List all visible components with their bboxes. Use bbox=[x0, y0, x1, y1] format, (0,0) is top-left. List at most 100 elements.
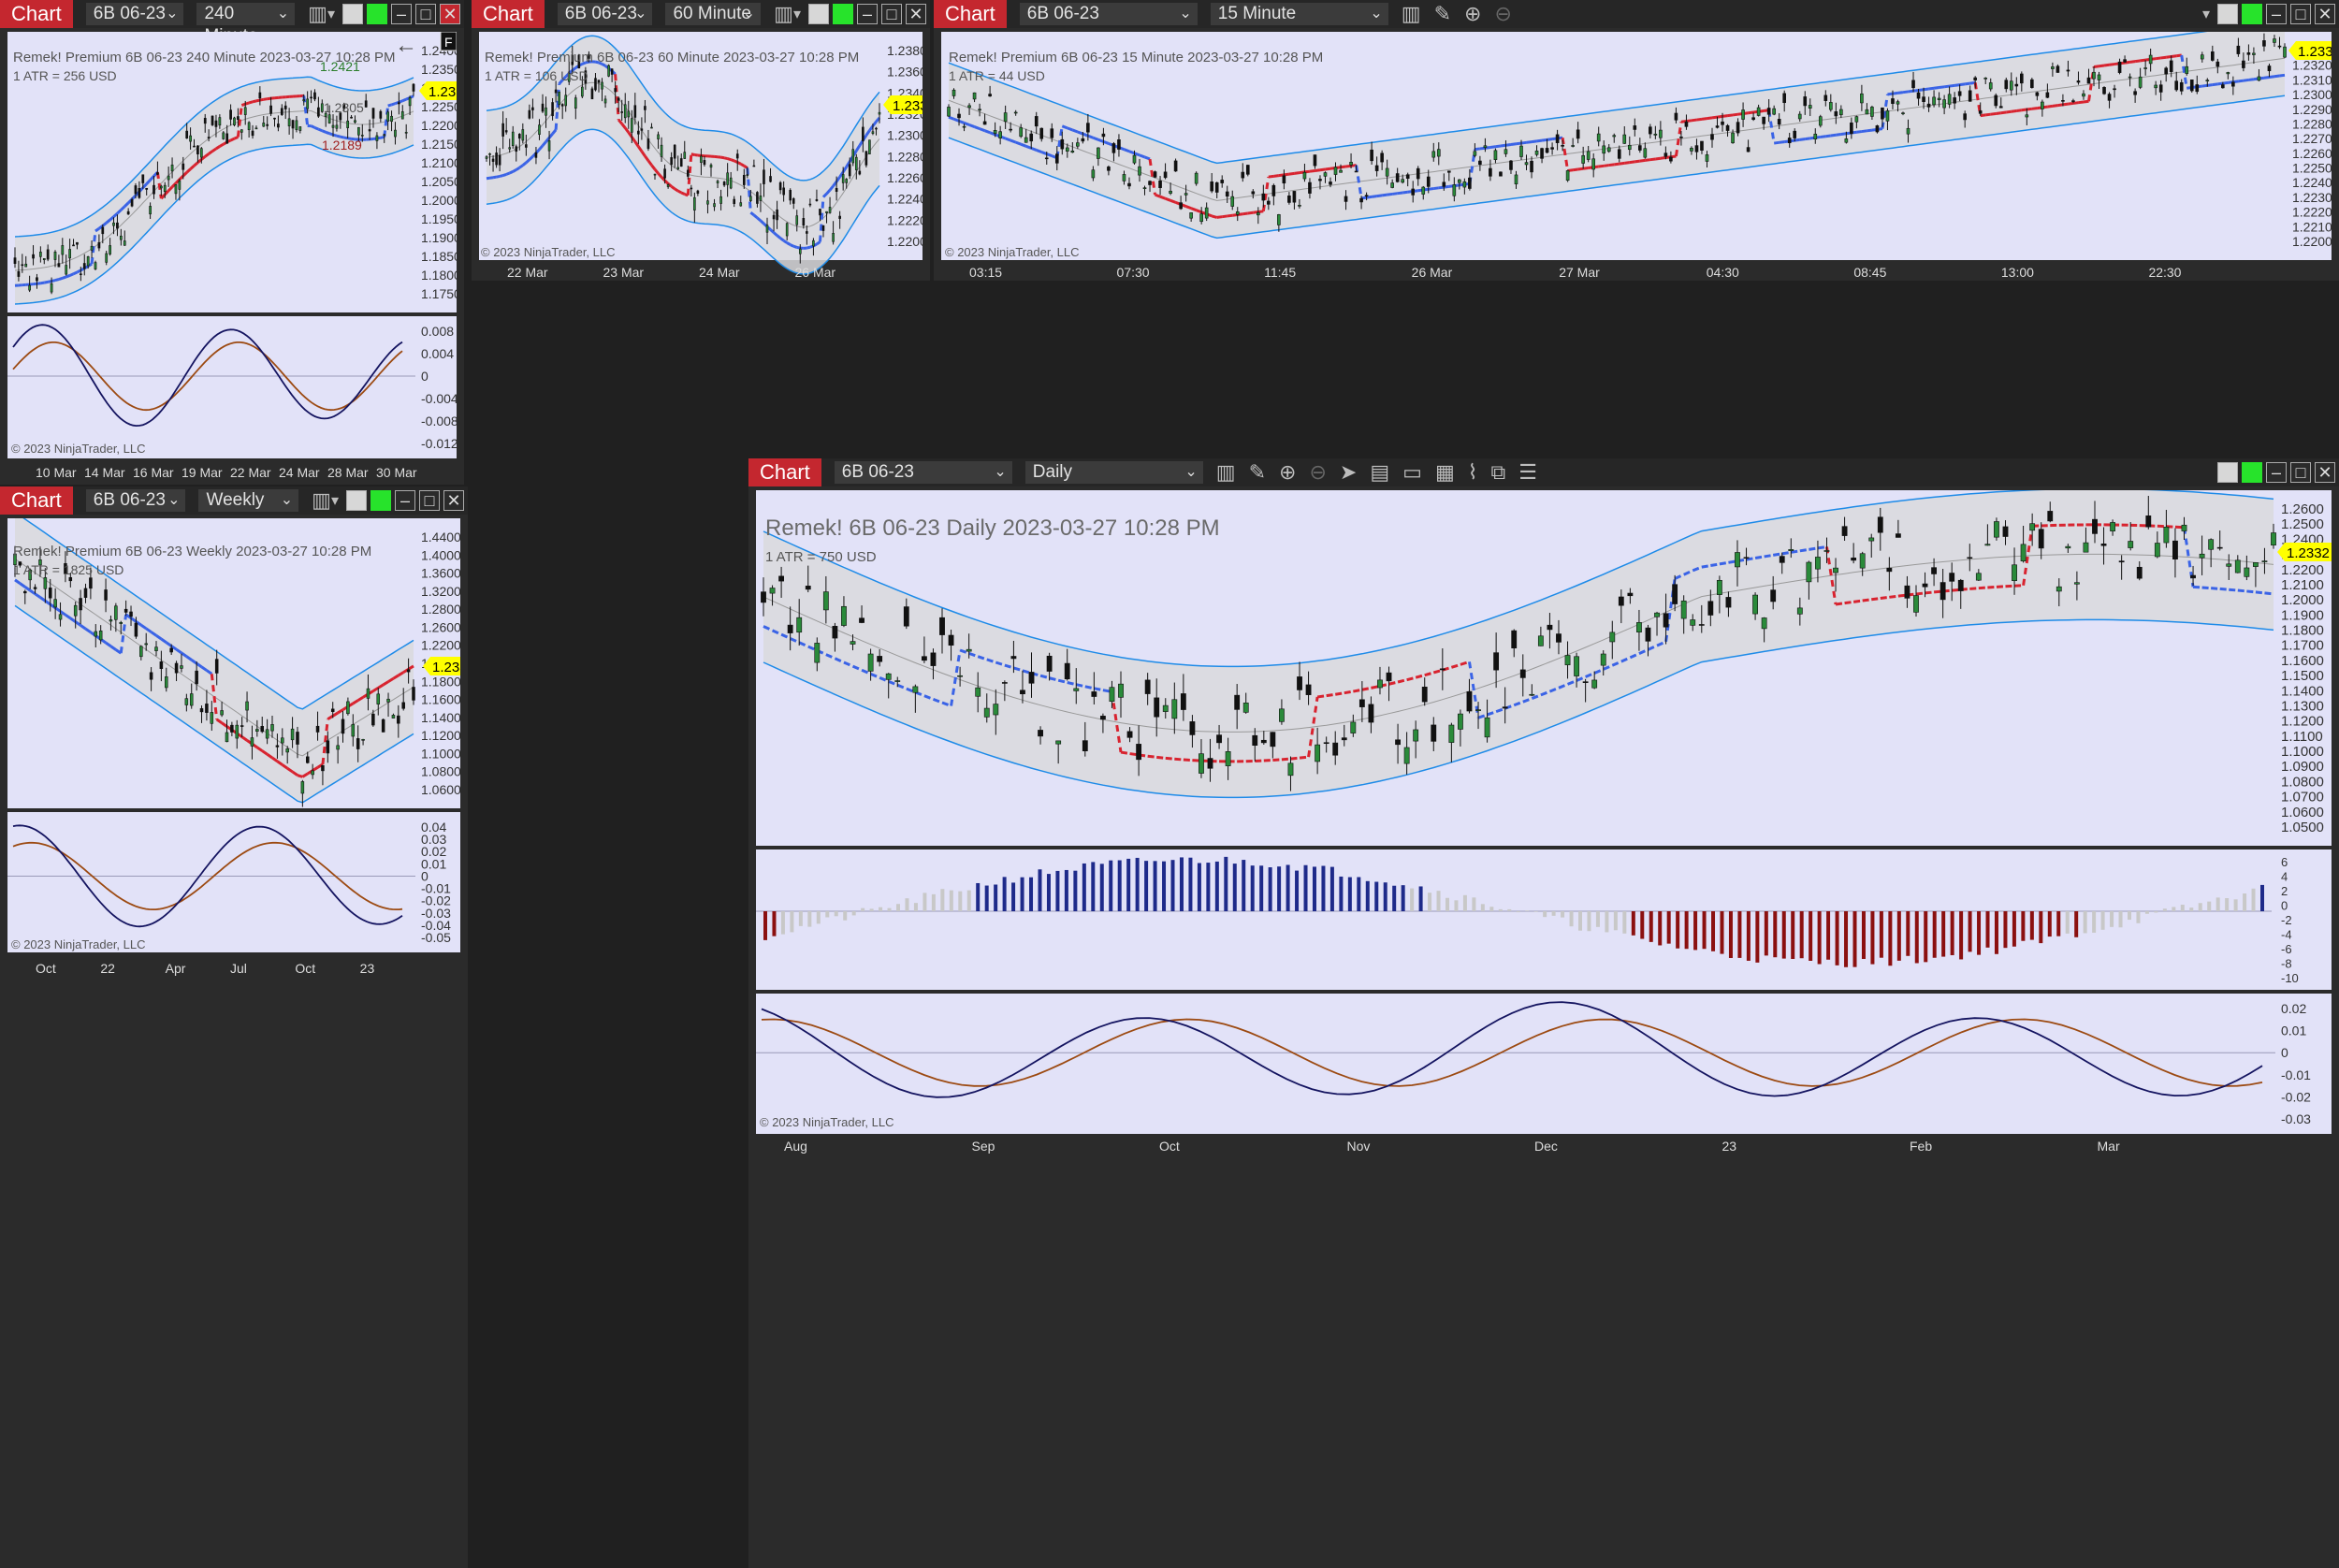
instrument-selector[interactable]: 6B 06-23 ⌄ bbox=[557, 3, 653, 25]
link-button[interactable] bbox=[342, 4, 363, 24]
candle-body bbox=[2029, 523, 2036, 531]
maximize-button[interactable]: □ bbox=[419, 490, 440, 511]
data-box-icon[interactable]: ☰ bbox=[1518, 460, 1537, 484]
chart-menu-button[interactable]: Chart bbox=[748, 458, 821, 486]
interval-selector[interactable]: Daily ⌄ bbox=[1024, 461, 1203, 484]
toolbar-more-icon[interactable]: ▾ bbox=[2201, 7, 2210, 22]
bar-style-icon[interactable]: ▥ bbox=[1215, 460, 1236, 484]
toolbar-more-icon[interactable]: ▾ bbox=[792, 7, 801, 22]
zoom-out-icon[interactable]: ⊖ bbox=[1494, 2, 1512, 25]
close-button[interactable]: ✕ bbox=[443, 490, 464, 511]
link-button[interactable] bbox=[2217, 4, 2238, 24]
link-button[interactable] bbox=[346, 490, 367, 511]
chart-menu-button[interactable]: Chart bbox=[0, 486, 73, 515]
instrument-selector[interactable]: 6B 06-23 ⌄ bbox=[85, 3, 184, 25]
histogram-bar bbox=[1676, 911, 1680, 949]
interval-selector[interactable]: 15 Minute ⌄ bbox=[1210, 3, 1388, 25]
bar-style-icon[interactable]: ▥ bbox=[308, 2, 327, 25]
properties-icon[interactable]: ▤ bbox=[1370, 460, 1390, 484]
connection-status-button[interactable] bbox=[833, 4, 853, 24]
bar-style-icon[interactable]: ▥ bbox=[1401, 2, 1421, 25]
link-button[interactable] bbox=[2217, 462, 2238, 483]
pointer-icon[interactable]: ➤ bbox=[1339, 460, 1358, 484]
link-button[interactable] bbox=[808, 4, 829, 24]
trailing-stop-segment bbox=[2263, 76, 2270, 80]
drawing-tool-icon[interactable]: ✎ bbox=[1433, 2, 1452, 25]
trailing-stop-segment bbox=[773, 231, 778, 237]
indicators-icon[interactable]: ▦ bbox=[1434, 460, 1455, 484]
chart-canvas[interactable]: 1.4400 1.4000 1.3600 1.3200 1.2800 1.2600 1.22… bbox=[7, 518, 460, 1566]
minimize-button[interactable]: – bbox=[2266, 462, 2287, 483]
zoom-out-icon[interactable]: ⊖ bbox=[1309, 460, 1327, 484]
minimize-button[interactable]: – bbox=[391, 4, 412, 24]
histogram-bar bbox=[1879, 911, 1883, 958]
candle-body bbox=[1466, 691, 1473, 712]
maximize-button[interactable]: □ bbox=[415, 4, 436, 24]
instrument-selector[interactable]: 6B 06-23 ⌄ bbox=[1019, 3, 1198, 25]
connection-status-button[interactable] bbox=[2242, 462, 2262, 483]
maximize-button[interactable]: □ bbox=[881, 4, 902, 24]
trailing-stop-segment bbox=[941, 701, 952, 707]
trailing-stop-segment bbox=[1867, 128, 1873, 133]
chart-canvas[interactable]: 1.23801.23601.23401.23201.23001.22801.22… bbox=[479, 32, 923, 279]
instrument-selector[interactable]: 6B 06-23 ⌄ bbox=[85, 489, 186, 512]
strategies-icon[interactable]: ⌇ bbox=[1467, 460, 1478, 484]
chart-canvas[interactable]: 1.24001.23501.23001.22501.22001.21501.21… bbox=[7, 32, 457, 483]
minimize-button[interactable]: – bbox=[857, 4, 878, 24]
maximize-button[interactable]: □ bbox=[2290, 4, 2311, 24]
candle-body bbox=[978, 109, 981, 111]
candle-body bbox=[302, 99, 306, 102]
candle-body bbox=[1483, 145, 1488, 148]
minimize-button[interactable]: – bbox=[395, 490, 415, 511]
chart-canvas[interactable]: 1.26001.25001.24001.23001.22001.21001.20… bbox=[756, 490, 2332, 1566]
close-button[interactable]: ✕ bbox=[440, 4, 460, 24]
connection-status-button[interactable] bbox=[370, 490, 391, 511]
oscillator-axis-label: 0 bbox=[2281, 1045, 2288, 1060]
trailing-stop-segment bbox=[806, 245, 811, 250]
chart-canvas[interactable]: 1.23401.23201.23101.23001.22901.22801.22… bbox=[941, 32, 2332, 279]
zoom-in-icon[interactable]: ⊕ bbox=[1279, 460, 1297, 484]
close-button[interactable]: ✕ bbox=[2315, 4, 2335, 24]
drawing-tool-icon[interactable]: ✎ bbox=[1248, 460, 1267, 484]
templates-icon[interactable]: ▭ bbox=[1402, 460, 1422, 484]
histogram-bar bbox=[1773, 911, 1778, 958]
minimize-button[interactable]: – bbox=[2266, 4, 2287, 24]
interval-selector[interactable]: 240 Minute⌄ bbox=[196, 3, 296, 46]
bar-style-icon[interactable]: ▥ bbox=[774, 2, 793, 25]
trailing-stop-segment bbox=[1319, 167, 1326, 172]
maximize-button[interactable]: □ bbox=[2290, 462, 2311, 483]
connection-status-button[interactable] bbox=[2242, 4, 2262, 24]
instrument-selector[interactable]: 6B 06-23 ⌄ bbox=[834, 461, 1012, 484]
trailing-stop-segment bbox=[1366, 195, 1373, 199]
trailing-stop-segment bbox=[1148, 158, 1157, 196]
chart-menu-button[interactable]: Chart bbox=[472, 0, 545, 28]
candle-body bbox=[577, 54, 581, 69]
price-axis-label: 1.2600 bbox=[2281, 501, 2324, 517]
chart-menu-button[interactable]: Chart bbox=[0, 0, 73, 28]
candle-body bbox=[1126, 731, 1133, 738]
toolbar-more-icon[interactable]: ▾ bbox=[330, 493, 339, 509]
bar-style-icon[interactable]: ▥ bbox=[312, 488, 331, 512]
candle-body bbox=[805, 586, 811, 590]
candle-body bbox=[265, 729, 269, 739]
toolbar-more-icon[interactable]: ▾ bbox=[327, 7, 335, 22]
trailing-stop-segment bbox=[149, 175, 155, 181]
close-button[interactable]: ✕ bbox=[906, 4, 926, 24]
trailing-stop-segment bbox=[29, 588, 36, 596]
interval-selector[interactable]: Weekly ⌄ bbox=[198, 489, 299, 512]
close-button[interactable]: ✕ bbox=[2315, 462, 2335, 483]
trailing-stop-segment bbox=[1460, 660, 1470, 666]
trailing-stop-segment bbox=[2057, 103, 2064, 108]
candle-body bbox=[1806, 561, 1812, 583]
connection-status-button[interactable] bbox=[367, 4, 387, 24]
candle-body bbox=[541, 103, 545, 112]
histogram-bar bbox=[1613, 911, 1618, 931]
histogram-bar bbox=[2083, 911, 2087, 934]
zoom-in-icon[interactable]: ⊕ bbox=[1464, 2, 1482, 25]
candle-body bbox=[214, 659, 219, 674]
chart-menu-button[interactable]: Chart bbox=[934, 0, 1007, 28]
oscillator-axis-label: -0.012 bbox=[421, 436, 457, 451]
trailing-stop-segment bbox=[1767, 109, 1776, 144]
export-icon[interactable]: ⧉ bbox=[1490, 460, 1506, 484]
interval-selector[interactable]: 60 Minute ⌄ bbox=[665, 3, 762, 25]
